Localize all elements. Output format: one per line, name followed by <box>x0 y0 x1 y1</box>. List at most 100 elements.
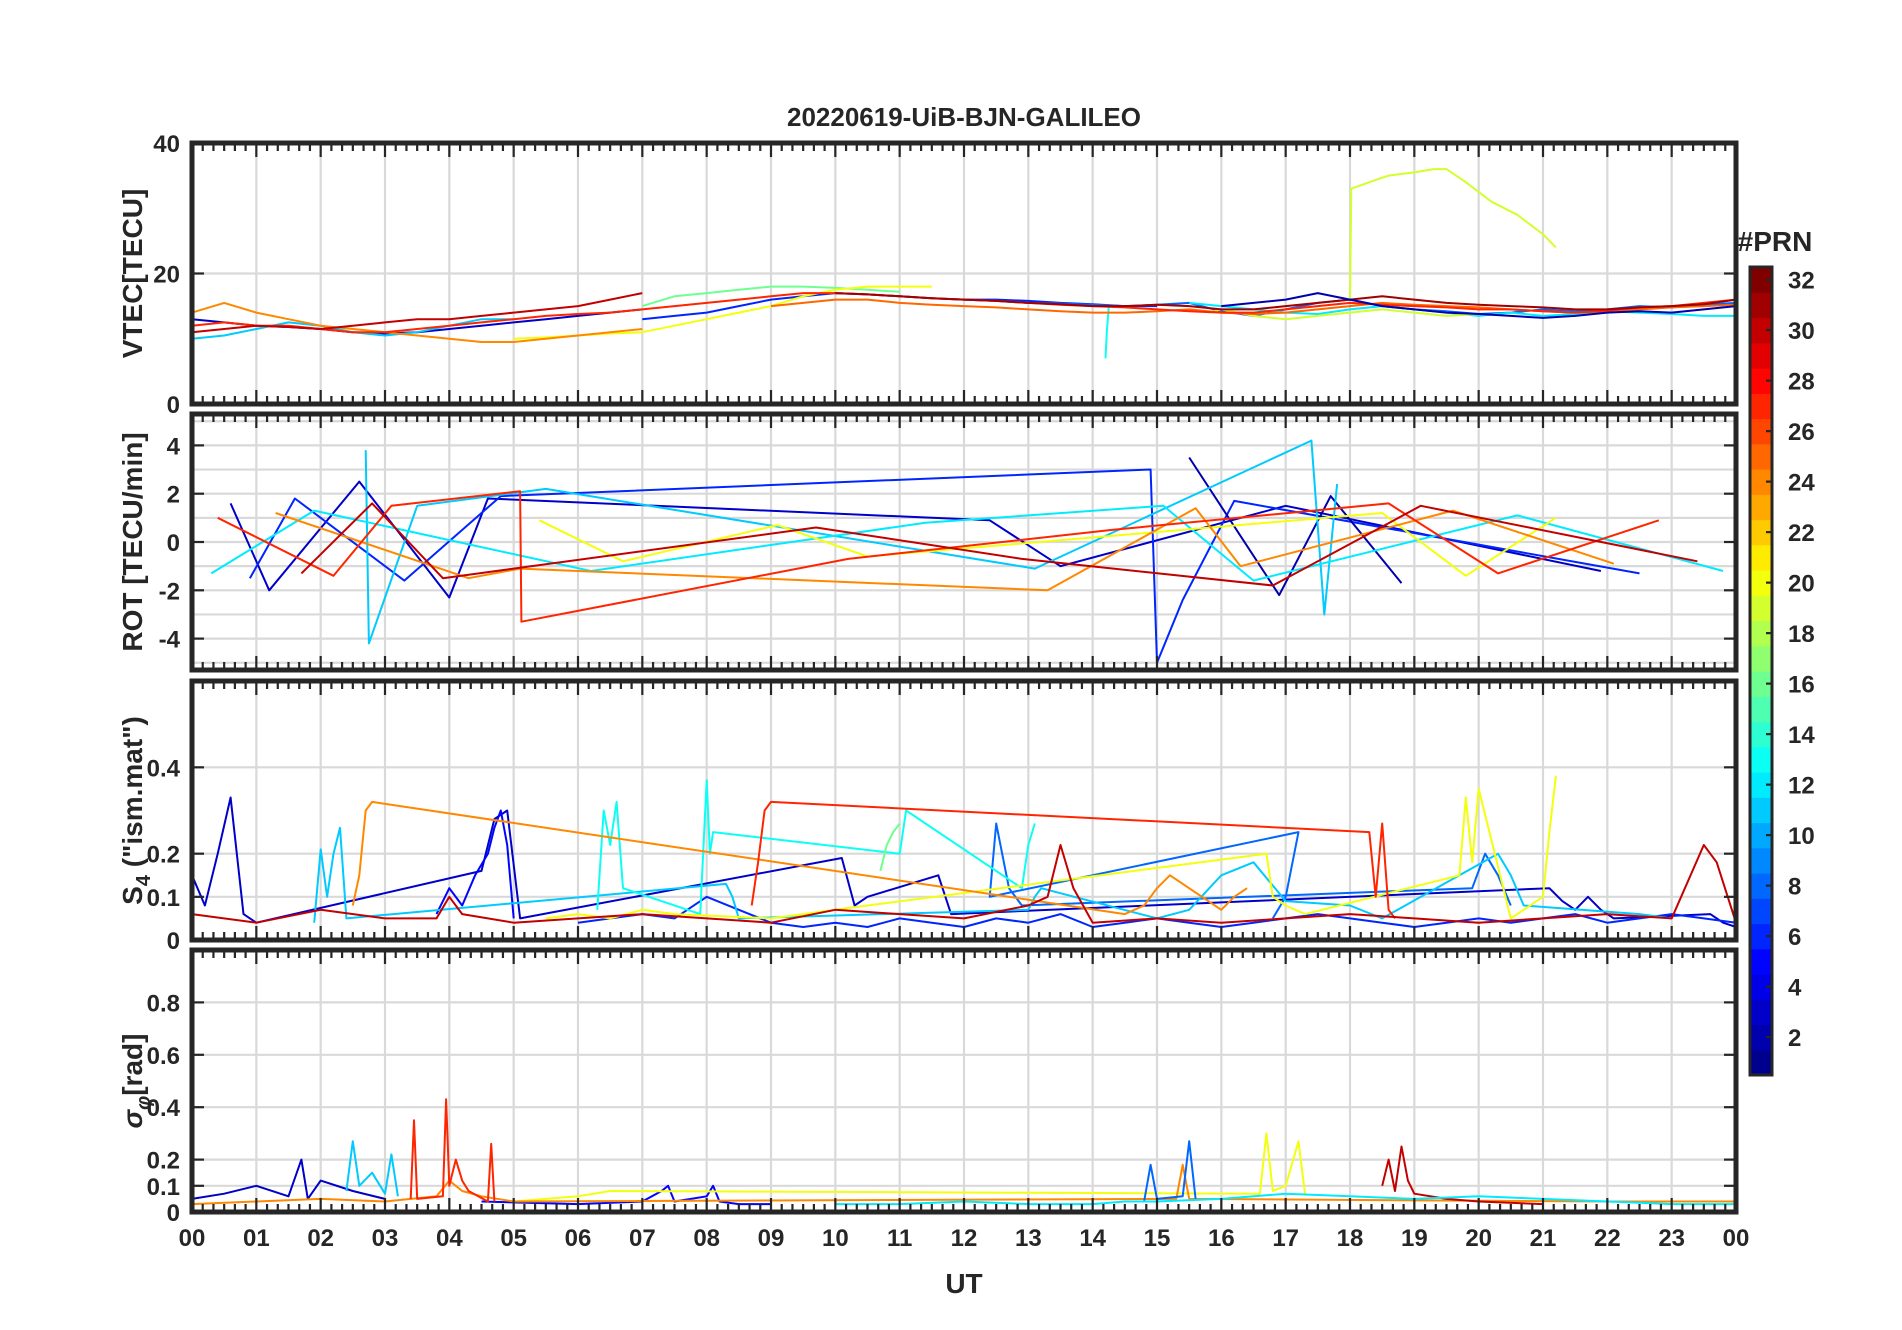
x-tick-label: 01 <box>243 1225 270 1252</box>
y-axis-label: σφ[rad] <box>117 1034 155 1129</box>
series-line-prn-30 <box>191 844 1737 924</box>
colorbar-segment <box>1750 746 1772 773</box>
colorbar-segment <box>1750 898 1772 925</box>
y-tick-label: 0 <box>167 392 180 419</box>
y-tick-label: -4 <box>159 627 181 654</box>
series-line-prn-24 <box>275 507 1615 592</box>
x-tick-label: 06 <box>565 1225 592 1252</box>
series-line-prn-24 <box>351 800 1248 916</box>
panel-frame <box>189 947 1739 1215</box>
y-axis-label: VTEC[TECU] <box>117 189 148 359</box>
panel-rot: -4 -2 0 2 4 ROT [TECU/min] <box>117 411 1739 673</box>
x-tick-label: 02 <box>307 1225 334 1252</box>
colorbar-segment <box>1750 1024 1772 1051</box>
series-line-prn-30 <box>191 292 643 334</box>
y-tick-label: 20 <box>153 262 180 289</box>
colorbar-segment <box>1750 671 1772 697</box>
colorbar-tick-label: 12 <box>1788 773 1815 800</box>
x-tick-label: 16 <box>1208 1225 1235 1252</box>
colorbar-segment <box>1750 948 1772 975</box>
y-tick-label: 0 <box>167 530 180 557</box>
colorbar-segment <box>1750 595 1772 622</box>
colorbar-segment <box>1750 721 1772 748</box>
colorbar-segment <box>1750 494 1772 521</box>
colorbar-segment <box>1750 847 1772 874</box>
y-tick-label: 0.2 <box>147 1148 180 1175</box>
series-line-prn-3 <box>191 1158 386 1200</box>
x-tick-label: 21 <box>1530 1225 1557 1252</box>
x-tick-label: 19 <box>1401 1225 1428 1252</box>
x-tick-label: 15 <box>1144 1225 1171 1252</box>
colorbar-segment <box>1750 822 1772 849</box>
y-tick-label: 0 <box>167 1200 180 1227</box>
colorbar-segment <box>1750 923 1772 950</box>
colorbar-segment <box>1750 696 1772 723</box>
series-line-prn-8 <box>1143 1140 1197 1202</box>
series-group <box>210 439 1724 664</box>
y-tick-label: 2 <box>167 482 180 509</box>
colorbar-segment <box>1750 999 1772 1026</box>
x-tick-label: 09 <box>758 1225 785 1252</box>
series-line-prn-12 <box>835 1192 1736 1206</box>
colorbar-segment <box>1750 418 1772 445</box>
colorbar-tick-label: 16 <box>1788 672 1815 699</box>
y-axis-label: ROT [TECU/min] <box>117 432 148 651</box>
series-group <box>191 775 1737 928</box>
series-line-prn-8 <box>988 822 1512 919</box>
y-tick-label: 0.2 <box>147 842 180 869</box>
series-line-prn-30 <box>300 502 1698 587</box>
x-tick-label: 00 <box>1723 1225 1750 1252</box>
y-tick-label: 0.4 <box>147 755 181 782</box>
colorbar-tick-label: 10 <box>1788 823 1815 850</box>
colorbar-segment <box>1750 342 1772 369</box>
colorbar-segment <box>1750 519 1772 546</box>
x-tick-label: 05 <box>500 1225 527 1252</box>
colorbar-segment <box>1750 873 1772 899</box>
colorbar-segment <box>1750 317 1772 344</box>
y-tick-label: 0.6 <box>147 1043 180 1070</box>
y-tick-label: 4 <box>167 433 181 460</box>
x-tick-label: 03 <box>372 1225 399 1252</box>
series-line-prn-24 <box>191 301 643 343</box>
panel-frame <box>189 140 1739 407</box>
series-line-prn-19 <box>1349 168 1557 300</box>
series-line-prn-5 <box>435 809 515 919</box>
series-line-prn-3 <box>229 480 1602 599</box>
colorbar-segment <box>1750 645 1772 672</box>
x-tick-label: 22 <box>1594 1225 1621 1252</box>
colorbar-segment <box>1750 1049 1772 1076</box>
colorbar-segment <box>1750 292 1772 319</box>
colorbar-segment <box>1750 974 1772 1000</box>
x-axis-label: UT <box>945 1268 982 1299</box>
y-tick-label: 40 <box>153 131 180 158</box>
colorbar-segment <box>1750 544 1772 571</box>
series-group <box>191 1098 1736 1206</box>
series-line-prn-30 <box>1381 1145 1544 1206</box>
x-tick-label: 17 <box>1272 1225 1299 1252</box>
colorbar-label: #PRN <box>1738 226 1813 257</box>
series-line-prn-16 <box>642 285 900 308</box>
y-tick-label: 0.8 <box>147 990 180 1017</box>
colorbar-tick-label: 2 <box>1788 1025 1801 1052</box>
x-tick-label: 14 <box>1079 1225 1106 1252</box>
series-line-prn-12 <box>210 504 1724 582</box>
colorbar-tick-label: 30 <box>1788 318 1815 345</box>
colorbar-frame <box>1748 265 1774 1077</box>
x-tick-label: 08 <box>693 1225 720 1252</box>
y-axis-label: S4 ("ism.mat") <box>117 716 155 905</box>
colorbar-tick-label: 26 <box>1788 419 1815 446</box>
colorbar-tick-label: 6 <box>1788 924 1801 951</box>
series-line-prn-13 <box>1104 306 1110 359</box>
series-line-prn-27 <box>217 490 1660 623</box>
x-tick-label: 04 <box>436 1225 463 1252</box>
panel-vtec: 0 20 40 VTEC[TECU] <box>117 131 1739 419</box>
y-tick-label: 0 <box>167 928 180 955</box>
x-tick-label: 10 <box>822 1225 849 1252</box>
series-group <box>191 168 1737 359</box>
x-tick-label: 13 <box>1015 1225 1042 1252</box>
series-line-prn-20 <box>545 775 1557 920</box>
